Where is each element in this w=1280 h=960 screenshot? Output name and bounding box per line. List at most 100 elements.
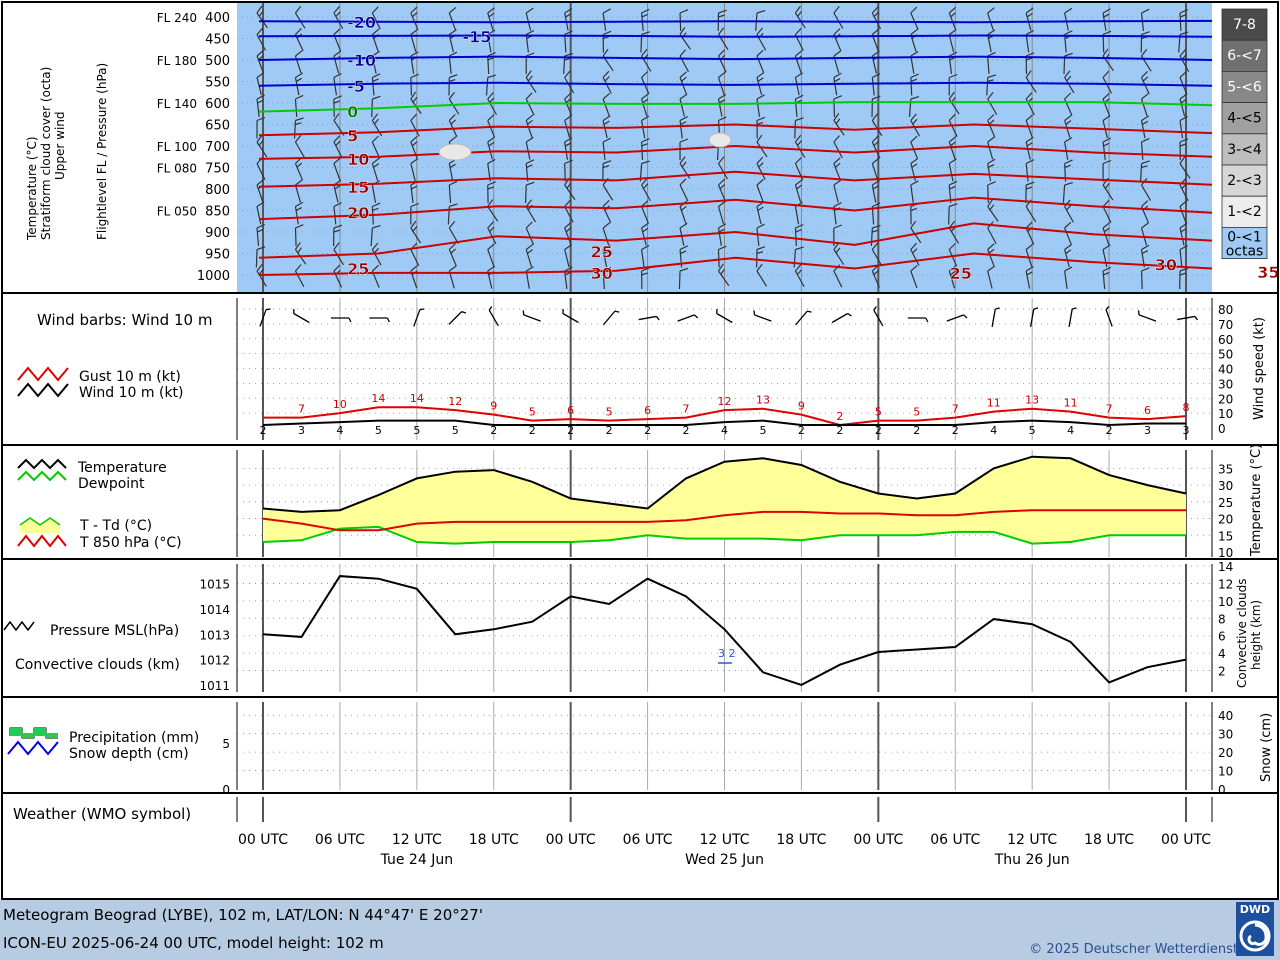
upper-wind-barb-feather (1064, 137, 1073, 143)
upper-wind-barb-staff (487, 227, 497, 245)
upper-wind-barb (487, 92, 498, 116)
upper-wind-barb-feather (256, 72, 265, 78)
upper-wind-barb (756, 156, 766, 180)
upper-wind-barb-staff (602, 227, 610, 246)
cloud-scale-box-1 (1221, 39, 1268, 72)
upper-wind-barb-staff (948, 206, 950, 225)
upper-wind-barb-feather (911, 163, 918, 168)
gust-value-label-3: 14 (410, 392, 424, 405)
pressure-plot (262, 575, 1187, 686)
convective-ytick-2: 2 (1218, 665, 1226, 679)
upper-wind-barb-staff (910, 120, 921, 137)
upper-wind-barb-feather (565, 13, 572, 18)
upper-wind-barb-feather (295, 207, 302, 211)
upper-wind-barb-feather (912, 118, 918, 125)
upper-wind-barb-feather (987, 158, 996, 165)
upper-wind-barb-feather (871, 113, 879, 121)
isotherm-label-2: -10 (347, 51, 376, 70)
wind-line (262, 419, 1186, 427)
upper-wind-barb-feather (372, 207, 379, 212)
upper-wind-barb-feather (487, 92, 494, 100)
wind-value-label-0: 2 (260, 424, 267, 437)
upper-wind-barb-staff (371, 34, 379, 52)
upper-wind-barb-feather (756, 116, 766, 122)
upper-wind-barb (487, 243, 495, 267)
upper-wind-barb (717, 200, 726, 224)
surface-wind-barb-feather (1137, 310, 1140, 315)
upper-wind-barb-feather (641, 143, 648, 147)
pressure-label-1: 450 (205, 33, 230, 48)
upper-wind-barb-feather (256, 116, 266, 122)
wind-value-label-12: 4 (721, 424, 728, 437)
upper-wind-barb-staff (487, 98, 498, 116)
upper-wind-barb (679, 116, 688, 139)
upper-wind-barb (294, 135, 305, 158)
upper-wind-barb-feather (679, 156, 686, 164)
upper-wind-barb-feather (256, 179, 264, 186)
upper-wind-barb-feather (333, 135, 341, 143)
upper-wind-barb-feather (295, 72, 304, 79)
upper-wind-barb-feather (1025, 114, 1034, 121)
upper-wind-barb (640, 31, 650, 53)
upper-wind-barb-staff (525, 206, 536, 223)
upper-wind-barb-feather (333, 100, 341, 104)
upper-wind-barb (793, 246, 804, 268)
upper-wind-barb-feather (794, 157, 802, 164)
upper-wind-barb-feather (487, 221, 494, 229)
pressure-legend-label: Pressure MSL(hPa) (50, 623, 179, 639)
convective-ytick-12: 12 (1218, 577, 1233, 591)
upper-wind-barb-feather (1026, 57, 1033, 61)
upper-wind-barb-staff (448, 184, 452, 203)
upper-wind-barb-feather (1141, 222, 1149, 229)
upper-wind-barb-feather (412, 226, 418, 232)
upper-wind-barb-feather (834, 78, 841, 82)
upper-wind-barb-staff (602, 270, 605, 289)
upper-wind-barb-feather (449, 74, 458, 79)
precip-legend-bar-2 (22, 733, 34, 738)
upper-wind-barb-staff (756, 163, 766, 180)
upper-wind-barb-feather (1064, 199, 1071, 207)
upper-wind-barb (294, 179, 303, 203)
upper-wind-barb (333, 135, 343, 159)
surface-wind-barb (831, 312, 852, 324)
surface-wind-barb-feather (847, 312, 852, 317)
upper-wind-barb-staff (1064, 206, 1074, 223)
upper-wind-barb (679, 93, 688, 117)
upper-wind-barb-staff (371, 77, 375, 96)
upper-wind-barb (717, 178, 727, 202)
upper-wind-barb-feather (295, 94, 304, 100)
upper-wind-barb-staff (294, 184, 301, 203)
pressure-label-5: 650 (205, 119, 230, 134)
snow-ylabel: Snow (cm) (1259, 713, 1274, 782)
upper-wind-barb-staff (256, 34, 266, 51)
upper-wind-barb-feather (989, 204, 995, 211)
upper-wind-barb-feather (1025, 52, 1035, 57)
upper-wind-barb-feather (526, 164, 533, 169)
upper-wind-barb-feather (335, 140, 341, 146)
surface-wind-barb-staff (602, 310, 616, 326)
upper-wind-barb (1064, 244, 1072, 268)
upper-wind-barb-feather (1025, 243, 1034, 250)
upper-wind-barb (294, 94, 304, 117)
upper-wind-barb-feather (1064, 266, 1073, 272)
gust-value-label-0: 7 (298, 403, 305, 416)
upper-wind-barb-feather (372, 224, 381, 229)
upper-wind-barb (756, 246, 766, 268)
upper-air-panel: -20-15-10-505101520252530253035303530 40… (25, 3, 1280, 292)
upper-wind-barb-staff (370, 227, 373, 246)
upper-wind-barb-feather (373, 247, 380, 254)
wind-value-label-6: 2 (490, 424, 497, 437)
upper-wind-barb-feather (1025, 29, 1034, 36)
wind-value-label-19: 4 (990, 424, 997, 437)
upper-wind-barb-feather (1064, 114, 1072, 121)
upper-wind-barb-feather (564, 266, 573, 272)
upper-wind-barb-feather (333, 229, 341, 233)
time-tick-label-5: 06 UTC (623, 832, 673, 848)
surface-wind-barb (1029, 307, 1039, 327)
upper-wind-barb-staff (717, 77, 725, 95)
upper-wind-barb-feather (948, 158, 957, 165)
upper-wind-barb-feather (604, 76, 610, 82)
upper-wind-barb-feather (296, 162, 303, 168)
upper-wind-barb-staff (641, 77, 650, 95)
upper-wind-barb-feather (487, 186, 494, 190)
